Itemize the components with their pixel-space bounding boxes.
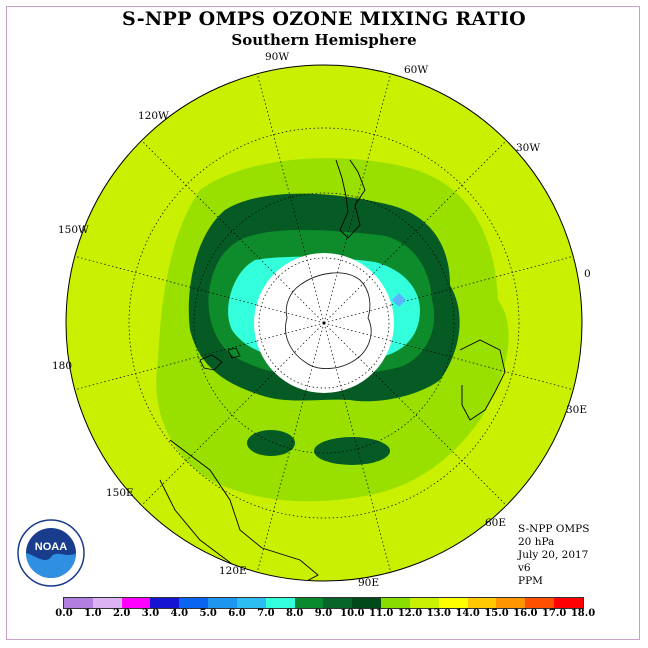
legend-swatch	[496, 598, 526, 608]
australia-outline	[159, 439, 319, 581]
meridian-line	[141, 140, 275, 274]
legend-swatch	[236, 598, 266, 608]
africa-outline	[459, 339, 506, 421]
lon-label-120e: 120E	[219, 565, 247, 577]
meridian-line	[373, 140, 507, 274]
lon-label-150w: 150W	[58, 224, 89, 236]
info-date: July 20, 2017	[518, 549, 589, 561]
legend-swatch	[92, 598, 122, 608]
legend-swatch	[467, 598, 497, 608]
legend-tick-label: 6.0	[228, 608, 246, 619]
ozone-blob-a	[247, 430, 295, 456]
ozone-blob-b	[314, 437, 390, 465]
info-version: v6	[518, 562, 531, 574]
legend-swatch	[208, 598, 237, 608]
lon-label-90w: 90W	[265, 51, 290, 63]
legend-tick-label: 13.0	[426, 608, 452, 619]
lon-label-30e: 30E	[566, 404, 588, 416]
legend-tick-label: 17.0	[541, 608, 567, 619]
legend-swatch	[352, 598, 382, 608]
legend-tick-label: 12.0	[397, 608, 423, 619]
legend-swatch	[64, 598, 93, 608]
antarctica-outline	[285, 272, 372, 369]
meridian-line	[74, 340, 257, 391]
lon-label-30w: 30W	[516, 142, 541, 154]
legend-tick-label: 8.0	[285, 608, 304, 619]
meridian-line	[141, 372, 275, 506]
legend-swatch	[265, 598, 295, 608]
lon-label-150e: 150E	[106, 487, 134, 499]
meridian-line	[391, 340, 574, 391]
meridian-line	[391, 255, 574, 306]
legend-tick-label: 1.0	[84, 608, 102, 619]
color-legend	[63, 597, 584, 609]
legend-swatch	[150, 598, 180, 608]
noaa-logo: NOAA	[17, 519, 85, 587]
meridian-line	[341, 73, 392, 256]
meridian-line	[341, 390, 392, 573]
south-pole-dot	[322, 321, 326, 325]
ozone-marker	[392, 293, 406, 307]
legend-swatch	[409, 598, 439, 608]
legend-tick-label: 0.0	[55, 608, 73, 619]
meridian-line	[74, 255, 257, 306]
map-title: S-NPP OMPS OZONE MIXING RATIO	[121, 8, 527, 30]
legend-tick-label: 18.0	[570, 608, 596, 619]
info-block: S-NPP OMPS 20 hPa July 20, 2017 v6 PPM	[518, 523, 589, 588]
legend-swatch	[554, 598, 583, 608]
info-units: PPM	[518, 575, 543, 587]
meridian-line	[373, 372, 507, 506]
legend-swatch	[121, 598, 151, 608]
map-frame	[6, 6, 640, 640]
new-zealand-outline	[199, 347, 241, 371]
legend-tick-label: 14.0	[455, 608, 480, 619]
legend-tick-label: 2.0	[112, 608, 131, 619]
lon-label-180: 180	[52, 360, 73, 372]
south-america-outline	[335, 159, 366, 239]
info-level: 20 hPa	[518, 536, 555, 548]
info-instrument: S-NPP OMPS	[518, 523, 590, 535]
legend-swatch	[525, 598, 555, 608]
legend-tick-label: 7.0	[257, 608, 275, 619]
lon-label-120w: 120W	[138, 110, 169, 122]
legend-tick-label: 4.0	[170, 608, 189, 619]
meridian-line	[256, 390, 307, 573]
lon-label-0: 0	[584, 268, 591, 280]
meridian-line	[256, 73, 307, 256]
legend-tick-label: 16.0	[513, 608, 538, 619]
legend-tick-label: 15.0	[484, 608, 509, 619]
legend-swatch	[381, 598, 410, 608]
legend-swatch	[294, 598, 324, 608]
map-subtitle: Southern Hemisphere	[231, 31, 417, 49]
legend-tick-label: 11.0	[368, 608, 394, 619]
legend-tick-label: 5.0	[199, 608, 217, 619]
legend-swatch	[179, 598, 209, 608]
legend-tick-label: 10.0	[340, 608, 365, 619]
lon-label-60w: 60W	[404, 64, 429, 76]
legend-tick-label: 3.0	[141, 608, 160, 619]
lon-label-60e: 60E	[485, 517, 507, 529]
legend-tick-label: 9.0	[314, 608, 333, 619]
legend-swatch	[438, 598, 468, 608]
legend-swatch	[323, 598, 353, 608]
lon-label-90e: 90E	[358, 577, 380, 589]
svg-text:NOAA: NOAA	[35, 541, 67, 553]
